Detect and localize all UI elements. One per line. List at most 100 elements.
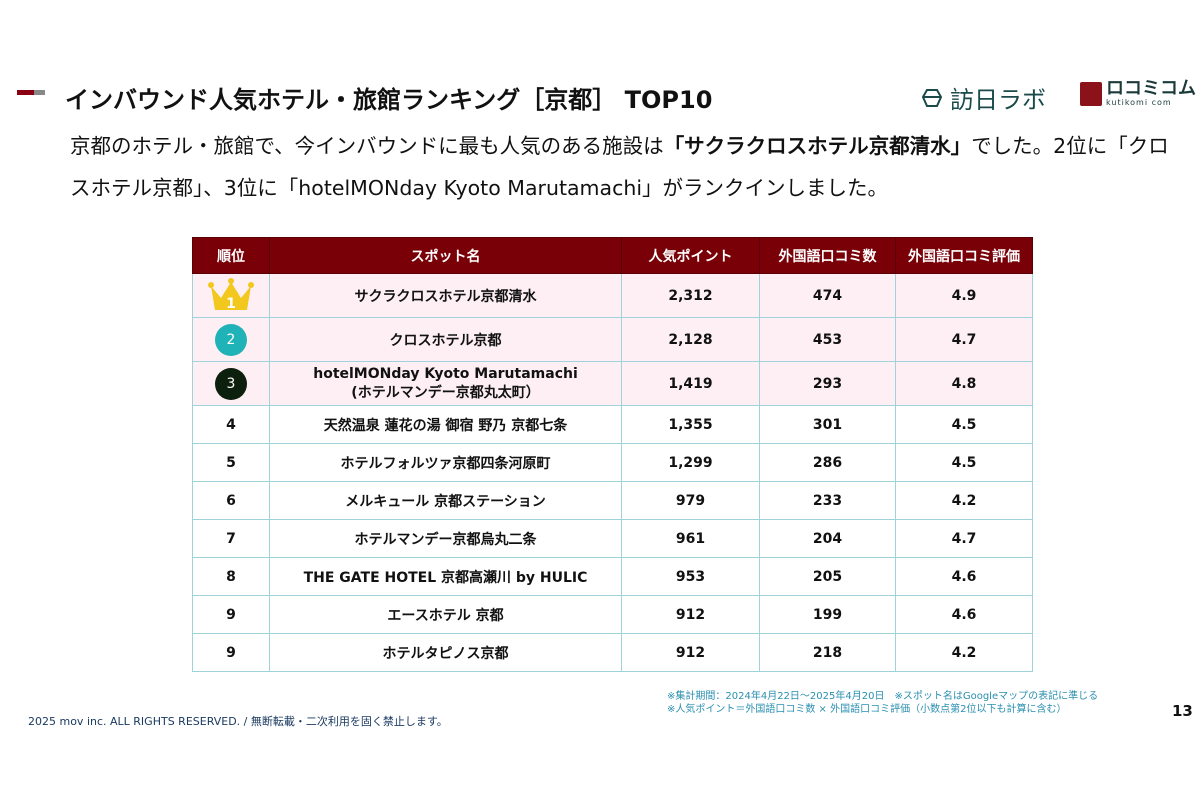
spot-name: クロスホテル京都 — [389, 332, 502, 349]
rank-cell: 6 — [192, 481, 270, 520]
reviews-cell: 453 — [759, 317, 896, 362]
spot-name: エースホテル 京都 — [387, 607, 504, 624]
table-row: 2 クロスホテル京都 2,128 453 4.7 — [192, 317, 1033, 362]
crown-icon: 1 — [208, 277, 254, 312]
spot-name: ホテルマンデー京都烏丸二条 — [354, 531, 537, 548]
rating-cell: 4.7 — [895, 317, 1033, 362]
desc-part1: 京都のホテル・旅館で、今インバウンドに最も人気のある施設は — [70, 134, 664, 158]
footnote-formula: ※人気ポイント＝外国語口コミ数 × 外国語口コミ評価（小数点第2位以下も計算に含… — [667, 704, 1067, 715]
rank-number: 8 — [226, 568, 236, 585]
rating-cell: 4.9 — [895, 273, 1033, 318]
name-cell: 天然温泉 蓮花の湯 御宿 野乃 京都七条 — [269, 405, 622, 444]
header-rating: 外国語口コミ評価 — [895, 237, 1033, 274]
table-row: 1 サクラクロスホテル京都清水 2,312 474 4.9 — [192, 273, 1033, 318]
rank-number: 6 — [226, 492, 236, 509]
header-points: 人気ポイント — [621, 237, 760, 274]
rating-cell: 4.5 — [895, 443, 1033, 482]
rating-cell: 4.6 — [895, 557, 1033, 596]
kuchikomi-logo-text: ロコミコム — [1106, 78, 1196, 99]
footnote-period: ※集計期間：2024年4月22日〜2025年4月20日 ※スポット名はGoogl… — [667, 691, 1099, 702]
points-cell: 912 — [621, 633, 760, 672]
description: 京都のホテル・旅館で、今インバウンドに最も人気のある施設は「サクラクロスホテル京… — [70, 125, 1170, 209]
rank-cell: 3 — [192, 361, 270, 406]
rank-number: 7 — [226, 530, 236, 547]
reviews-cell: 474 — [759, 273, 896, 318]
spot-name: ホテルフォルツァ京都四条河原町 — [340, 455, 551, 472]
rank-cell: 1 — [192, 273, 270, 318]
rank-number: 1 — [226, 296, 236, 312]
points-cell: 1,299 — [621, 443, 760, 482]
copyright: 2025 mov inc. ALL RIGHTS RESERVED. / 無断転… — [28, 715, 448, 728]
points-cell: 961 — [621, 519, 760, 558]
rank-cell: 9 — [192, 633, 270, 672]
rank-cell: 8 — [192, 557, 270, 596]
rank-number: 9 — [226, 644, 236, 661]
table-row: 4 天然温泉 蓮花の湯 御宿 野乃 京都七条 1,355 301 4.5 — [192, 405, 1033, 444]
name-cell: hotelMONday Kyoto Marutamachi (ホテルマンデー京都丸… — [269, 361, 622, 406]
rank-cell: 9 — [192, 595, 270, 634]
rating-cell: 4.5 — [895, 405, 1033, 444]
rating-cell: 4.2 — [895, 633, 1033, 672]
table-row: 6 メルキュール 京都ステーション 979 233 4.2 — [192, 481, 1033, 520]
spot-name: メルキュール 京都ステーション — [345, 493, 546, 510]
kuchikomi-logo: ロコミコム kutikomi com — [1080, 80, 1196, 107]
table-row: 9 ホテルタピノス京都 912 218 4.2 — [192, 633, 1033, 672]
name-cell: ホテルタピノス京都 — [269, 633, 622, 672]
reviews-cell: 218 — [759, 633, 896, 672]
page-number: 13 — [1172, 702, 1193, 720]
rank-cell: 4 — [192, 405, 270, 444]
page-title: インバウンド人気ホテル・旅館ランキング［京都］ TOP10 — [65, 86, 713, 114]
table-row: 9 エースホテル 京都 912 199 4.6 — [192, 595, 1033, 634]
header-rank: 順位 — [192, 237, 270, 274]
rank-badge: 2 — [215, 323, 247, 356]
spot-name: サクラクロスホテル京都清水 — [354, 288, 537, 305]
table-row: 5 ホテルフォルツァ京都四条河原町 1,299 286 4.5 — [192, 443, 1033, 482]
table-row: 8 THE GATE HOTEL 京都高瀬川 by HULIC 953 205 4.6 — [192, 557, 1033, 596]
name-cell: ホテルマンデー京都烏丸二条 — [269, 519, 622, 558]
points-cell: 2,312 — [621, 273, 760, 318]
spot-name: ホテルタピノス京都 — [382, 645, 509, 662]
rank-cell: 7 — [192, 519, 270, 558]
header-reviews: 外国語口コミ数 — [759, 237, 896, 274]
rating-cell: 4.8 — [895, 361, 1033, 406]
points-cell: 2,128 — [621, 317, 760, 362]
lab-logo-icon — [921, 88, 943, 107]
reviews-cell: 204 — [759, 519, 896, 558]
points-cell: 912 — [621, 595, 760, 634]
rank-cell: 2 — [192, 317, 270, 362]
table-row: 3 hotelMONday Kyoto Marutamachi (ホテルマンデー京都… — [192, 361, 1033, 406]
reviews-cell: 199 — [759, 595, 896, 634]
title-accent-bar — [17, 90, 45, 95]
spot-name: THE GATE HOTEL 京都高瀬川 by HULIC — [303, 569, 588, 586]
points-cell: 979 — [621, 481, 760, 520]
rating-cell: 4.7 — [895, 519, 1033, 558]
points-cell: 1,355 — [621, 405, 760, 444]
lab-logo-text: 訪日ラボ — [950, 86, 1046, 114]
rank-number: 9 — [226, 606, 236, 623]
footnotes: ※集計期間：2024年4月22日〜2025年4月20日 ※スポット名はGoogl… — [667, 690, 1098, 716]
houjin-lab-logo: 訪日ラボ — [920, 80, 1046, 115]
header-name: スポット名 — [269, 237, 622, 274]
reviews-cell: 286 — [759, 443, 896, 482]
name-cell: サクラクロスホテル京都清水 — [269, 273, 622, 318]
spot-name: 天然温泉 蓮花の湯 御宿 野乃 京都七条 — [323, 417, 568, 434]
name-cell: ホテルフォルツァ京都四条河原町 — [269, 443, 622, 482]
kuchikomi-logo-sub: kutikomi com — [1106, 98, 1172, 107]
name-cell: エースホテル 京都 — [269, 595, 622, 634]
rank-badge: 3 — [215, 367, 247, 400]
spot-name: hotelMONday Kyoto Marutamachi — [313, 365, 578, 382]
ranking-table: 順位 スポット名 人気ポイント 外国語口コミ数 外国語口コミ評価 1 サクラクロス… — [192, 237, 1033, 672]
rank-cell: 5 — [192, 443, 270, 482]
rank-number: 4 — [226, 416, 236, 433]
reviews-cell: 233 — [759, 481, 896, 520]
rating-cell: 4.2 — [895, 481, 1033, 520]
rating-cell: 4.6 — [895, 595, 1033, 634]
reviews-cell: 293 — [759, 361, 896, 406]
desc-highlight: 「サクラクロスホテル京都清水」 — [663, 134, 972, 158]
kuchikomi-logo-icon — [1080, 81, 1102, 106]
desc-part2: でした。2位に「クロスホテル京都」、3位に「hotelMONday Kyoto … — [70, 134, 1169, 200]
points-cell: 1,419 — [621, 361, 760, 406]
name-cell: クロスホテル京都 — [269, 317, 622, 362]
table-row: 7 ホテルマンデー京都烏丸二条 961 204 4.7 — [192, 519, 1033, 558]
reviews-cell: 301 — [759, 405, 896, 444]
